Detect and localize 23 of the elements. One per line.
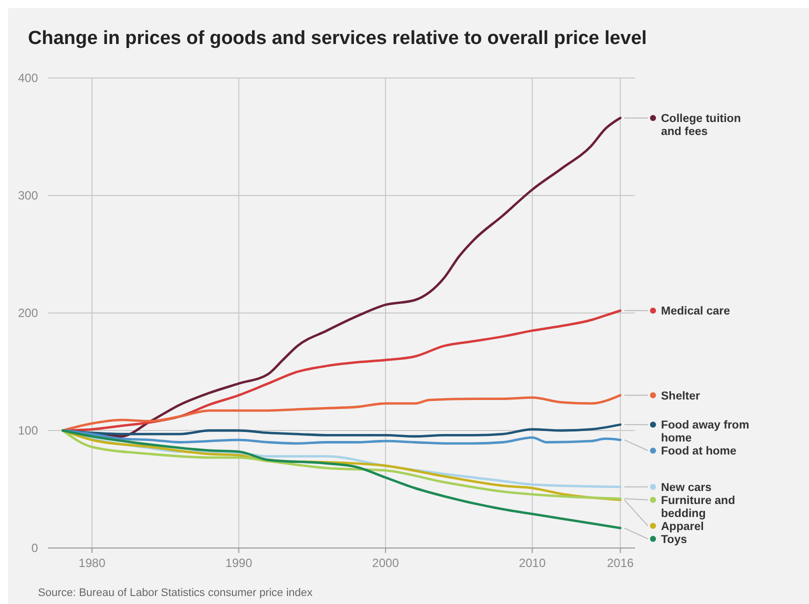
legend-label: College tuition and fees: [661, 112, 741, 138]
x-tick-label: 2000: [372, 556, 400, 570]
line-series: [61, 394, 622, 432]
x-tick-label: 1980: [78, 556, 106, 570]
y-tick-label: 100: [18, 424, 38, 438]
source-note: Source: Bureau of Labor Statistics consumer price index: [38, 587, 314, 599]
legend-label: Apparel: [661, 520, 704, 533]
y-tick-label: 0: [31, 541, 38, 555]
y-tick-label: 400: [18, 71, 38, 85]
x-tick-label: 1990: [225, 556, 252, 570]
line-series: [61, 429, 622, 530]
legend-label: Shelter: [661, 390, 701, 402]
chart-title: Change in prices of goods and services relative to overall price level: [28, 28, 647, 49]
legend-label: Toys: [661, 534, 687, 546]
legend-label: New cars: [661, 482, 712, 494]
legend-label: Food away from home: [661, 420, 750, 445]
x-tick-label: 2016: [606, 556, 634, 570]
legend-label: Food at home: [661, 446, 736, 458]
y-tick-label: 200: [18, 306, 38, 320]
y-tick-label: 300: [18, 188, 38, 202]
legend-label: Medical care: [661, 306, 730, 318]
x-tick-label: 2010: [518, 556, 546, 570]
legend-label: Furniture and bedding: [661, 494, 736, 520]
